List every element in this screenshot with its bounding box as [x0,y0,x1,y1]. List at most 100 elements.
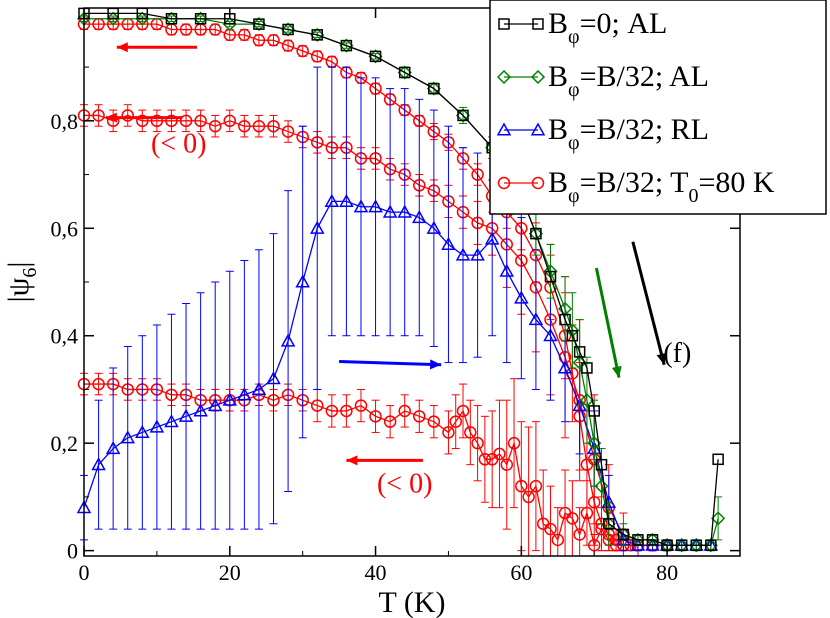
series-al-b32-point [281,22,296,37]
arrow-middle-red [105,112,183,123]
x-tick-label: 20 [219,560,241,585]
series-al-zero-point [428,82,440,95]
series-rl-b32-point [339,193,354,207]
series-t0-80k-middle-point [252,119,266,133]
series-rl-b32-point [514,290,529,304]
series-t0-80k-bottom-point [427,415,441,428]
series-rl-b32-point [412,209,427,224]
series-t0-80k-top-point [296,44,309,58]
y-tick-label: 0 [67,539,78,564]
legend-label: Bφ=B/32; AL [548,60,709,101]
series-t0-80k-top-point [252,33,266,47]
x-tick-label: 80 [656,560,678,585]
legend-label: Bφ=B/32; RL [548,113,709,154]
series-al-zero-point [530,227,542,240]
series-t0-80k-middle-point [92,109,105,122]
series-rl-b32-point [178,408,194,422]
series-al-zero-point [194,12,207,25]
legend-label-rest: =B/32; AL [580,60,709,93]
series-al-zero-point [457,109,469,122]
legend-label-sub: φ [568,79,580,101]
series-t0-80k-top-line [84,23,668,546]
series-t0-80k-bottom-point [398,404,411,418]
series-t0-80k-middle-point [121,109,134,122]
series-t0-80k-bottom-point [573,528,586,541]
series-rl-b32-point [120,430,136,444]
legend-marker [530,122,546,136]
series-t0-80k-middle-point [179,114,193,128]
series-al-zero-point [632,534,644,546]
series-rl-b32-point [499,263,515,277]
legend-label-sub: φ [568,185,580,207]
y-tick-label: 0,6 [51,216,79,241]
series-rl-b32-point [557,360,573,374]
legend-entry-series-t0-80k: Bφ=B/32; T0=80 K [497,166,775,207]
series-al-b32-point [594,479,609,494]
series-al-zero-point [646,534,659,546]
series-al-b32-point [689,538,704,553]
series-al-b32-point [616,527,631,542]
series-t0-80k-bottom-point [500,458,514,471]
legend-label-rest: =0; AL [580,7,668,40]
series-rl-b32-point [426,220,442,234]
series-t0-80k-bottom-point [92,377,105,391]
series-rl-b32-point [222,392,238,406]
series-t0-80k-bottom-point [413,410,426,423]
series-t0-80k-middle-point [281,125,295,138]
x-tick-label: 60 [510,560,532,585]
series-rl-b32-point [91,457,106,471]
arrow-green-shaft [594,267,621,378]
series-rl-b32-point [353,199,369,213]
series-al-b32-point [455,108,471,123]
legend-marker [497,176,511,190]
series-rl-b32-point [368,199,383,213]
series-al-b32-point [222,17,237,32]
series-rl-b32-point [382,204,398,218]
x-tick-label: 0 [79,560,90,585]
series-al-zero-point [588,405,600,417]
series-al-zero-point [544,270,557,283]
legend: Bφ=0; AL Bφ=B/32; AL Bφ=B/32; RL Bφ=B/32; T… [489,0,827,215]
series-t0-80k-middle-point [238,119,251,133]
arrow-green-head [611,365,622,378]
arrow-blue [339,359,442,370]
series-t0-80k-bottom-point [515,479,528,493]
legend-label-rest: =B/32; RL [580,113,709,146]
series-rl-b32-point [280,333,296,347]
legend-box [489,0,827,215]
legend-label: Bφ=B/32; T0=80 K [548,166,775,207]
arrow-black [631,241,667,366]
y-label-sub: 6 [19,268,41,278]
series-rl-b32-point [149,419,165,433]
legend-entry-series-al-zero: Bφ=0; AL [498,7,668,48]
legend-marker [532,18,544,30]
series-al-zero-point [253,18,265,30]
series-rl-b32-point [164,414,179,428]
series-al-b32-point [711,511,726,526]
series-t0-80k-bottom-point [566,512,579,525]
series-al-b32-point [579,393,594,408]
series-t0-80k-bottom-point [587,539,601,552]
series-t0-80k-bottom-point [456,404,470,418]
series-al-zero-point [398,66,411,79]
series-t0-80k-bottom-point [551,533,565,547]
y-tick-label: 0,8 [51,109,79,134]
series-al-zero-point [566,329,579,342]
arrow-green [594,267,622,378]
series-al-zero-point [675,539,688,552]
series-al-zero-point [617,528,630,541]
series-al-zero-point [282,23,294,36]
legend-marker [530,69,546,85]
series-al-zero-line [84,12,719,546]
arrow-bottom-red-head [346,455,358,466]
series-rl-b32-point [572,398,587,412]
series-t0-80k-top-point [310,50,324,63]
y-tick-label: 0,2 [51,431,79,456]
series-rl-b32-point [528,312,544,326]
arrow-middle-red-head [105,112,117,123]
y-axis-label: |ψ6| [2,262,41,303]
legend-label-sub: φ [568,132,580,154]
series-t0-80k-bottom-point [464,426,477,439]
legend-marker [498,18,510,30]
